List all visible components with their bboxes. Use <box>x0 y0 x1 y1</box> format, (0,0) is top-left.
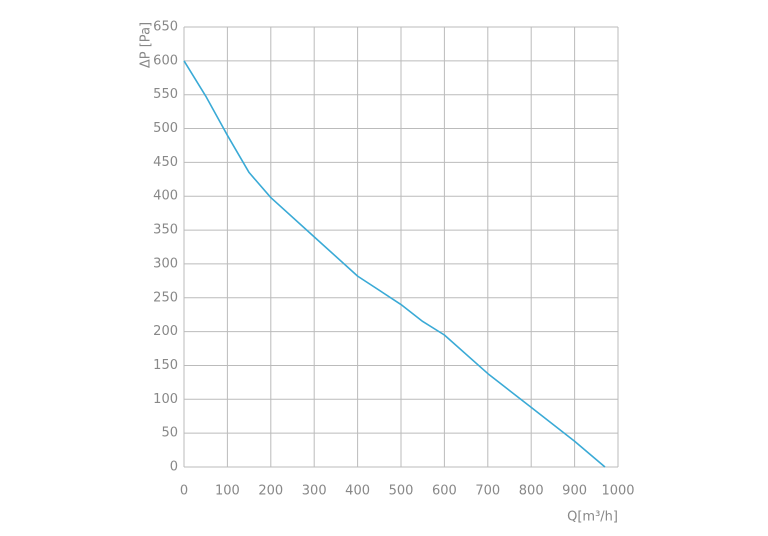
y-tick-label: 300 <box>153 256 178 271</box>
y-tick-label: 250 <box>153 290 178 305</box>
y-tick-label: 400 <box>153 189 178 204</box>
x-tick-label: 0 <box>180 484 188 499</box>
x-tick-label: 800 <box>519 484 544 499</box>
y-tick-label: 100 <box>153 392 178 407</box>
y-tick-label: 50 <box>161 426 178 441</box>
x-tick-label: 200 <box>258 484 283 499</box>
y-tick-label: 200 <box>153 324 178 339</box>
y-axis-label: ΔP [Pa] <box>139 22 154 68</box>
x-axis-label: Q[m³/h] <box>567 510 618 525</box>
x-tick-label: 1000 <box>601 484 634 499</box>
x-tick-label: 500 <box>389 484 414 499</box>
y-tick-label: 650 <box>153 20 178 35</box>
y-tick-label: 0 <box>170 460 178 475</box>
curve <box>183 60 606 468</box>
y-tick-label: 550 <box>153 87 178 102</box>
x-tick-label: 900 <box>562 484 587 499</box>
x-tick-label: 300 <box>302 484 327 499</box>
x-tick-label: 600 <box>432 484 457 499</box>
y-tick-label: 150 <box>153 358 178 373</box>
x-tick-label: 700 <box>475 484 500 499</box>
y-tick-label: 350 <box>153 223 178 238</box>
y-tick-label: 450 <box>153 155 178 170</box>
y-tick-label: 600 <box>153 53 178 68</box>
y-tick-label: 500 <box>153 121 178 136</box>
x-tick-label: 100 <box>215 484 240 499</box>
x-tick-label: 400 <box>345 484 370 499</box>
